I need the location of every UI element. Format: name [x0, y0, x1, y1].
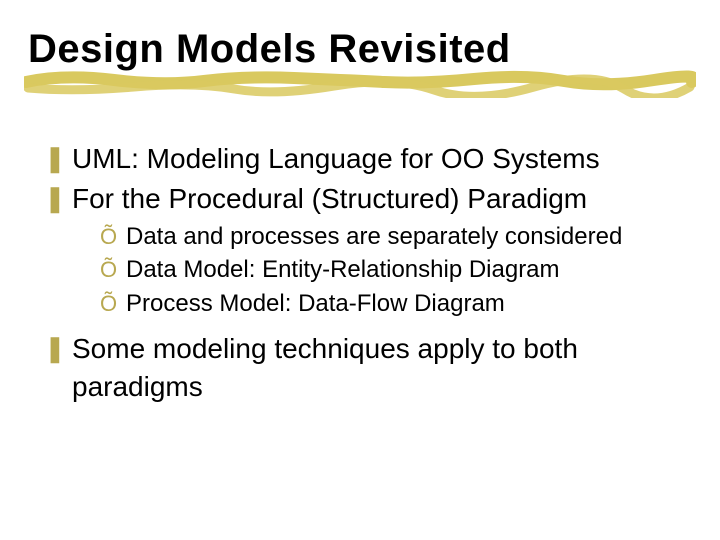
sub-bullet-text: Data Model: Entity-Relationship Diagram	[126, 253, 692, 287]
bullet-level1: ❚ Some modeling techniques apply to both…	[44, 330, 692, 406]
bullet-glyph-icon: ❚	[44, 180, 72, 218]
bullet-glyph-icon: ❚	[44, 140, 72, 178]
sub-bullets: Õ Data and processes are separately cons…	[100, 220, 692, 321]
title-underline	[28, 76, 692, 104]
bullet-level2: Õ Process Model: Data-Flow Diagram	[100, 287, 692, 321]
marker-underline-icon	[24, 68, 696, 98]
bullet-text: For the Procedural (Structured) Paradigm	[72, 180, 692, 218]
sub-bullet-glyph-icon: Õ	[100, 220, 126, 253]
sub-bullet-text: Data and processes are separately consid…	[126, 220, 692, 254]
bullet-level2: Õ Data Model: Entity-Relationship Diagra…	[100, 253, 692, 287]
bullet-level1: ❚ UML: Modeling Language for OO Systems	[44, 140, 692, 178]
bullet-level2: Õ Data and processes are separately cons…	[100, 220, 692, 254]
bullet-text: UML: Modeling Language for OO Systems	[72, 140, 692, 178]
sub-bullet-glyph-icon: Õ	[100, 287, 126, 320]
sub-bullet-glyph-icon: Õ	[100, 253, 126, 286]
slide: Design Models Revisited ❚ UML: Modeling …	[0, 0, 720, 540]
bullet-glyph-icon: ❚	[44, 330, 72, 368]
slide-title: Design Models Revisited	[28, 28, 692, 70]
bullet-level1: ❚ For the Procedural (Structured) Paradi…	[44, 180, 692, 218]
bullet-text: Some modeling techniques apply to both p…	[72, 330, 692, 406]
slide-body: ❚ UML: Modeling Language for OO Systems …	[44, 140, 692, 406]
sub-bullet-text: Process Model: Data-Flow Diagram	[126, 287, 692, 321]
